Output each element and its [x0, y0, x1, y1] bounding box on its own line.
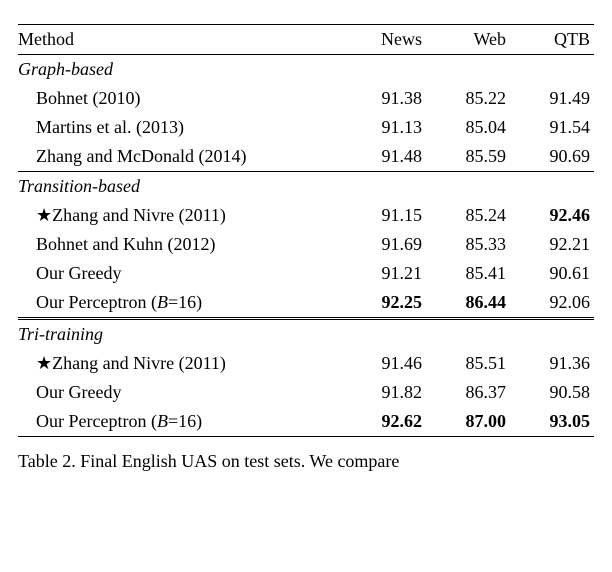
table-row: Our Greedy91.8286.3790.58 [18, 378, 594, 407]
news-cell: 91.38 [342, 84, 426, 113]
news-cell: 91.82 [342, 378, 426, 407]
table-caption-fragment: Table 2. Final English UAS on test sets.… [18, 437, 594, 472]
news-cell: 91.13 [342, 113, 426, 142]
news-cell: 91.46 [342, 349, 426, 378]
news-cell: 91.21 [342, 259, 426, 288]
table-body: Graph-basedBohnet (2010)91.3885.2291.49M… [18, 55, 594, 437]
section-label: Graph-based [18, 55, 594, 85]
qtb-cell: 92.21 [510, 230, 594, 259]
web-cell: 85.51 [426, 349, 510, 378]
news-cell: 91.15 [342, 201, 426, 230]
table-row: Zhang and McDonald (2014)91.4885.5990.69 [18, 142, 594, 172]
web-cell: 85.22 [426, 84, 510, 113]
qtb-cell: 93.05 [510, 407, 594, 437]
web-cell: 85.24 [426, 201, 510, 230]
table-row: ★Zhang and Nivre (2011)91.1585.2492.46 [18, 201, 594, 230]
qtb-cell: 90.69 [510, 142, 594, 172]
table-row: Our Perceptron (B=16)92.6287.0093.05 [18, 407, 594, 437]
method-cell: Bohnet and Kuhn (2012) [18, 230, 342, 259]
web-cell: 86.37 [426, 378, 510, 407]
method-cell: Bohnet (2010) [18, 84, 342, 113]
col-qtb: QTB [510, 25, 594, 55]
method-cell: Our Perceptron (B=16) [18, 288, 342, 319]
method-cell: ★Zhang and Nivre (2011) [18, 349, 342, 378]
col-web: Web [426, 25, 510, 55]
web-cell: 85.59 [426, 142, 510, 172]
table-row: ★Zhang and Nivre (2011)91.4685.5191.36 [18, 349, 594, 378]
method-cell: Our Greedy [18, 259, 342, 288]
caption-text: Table 2. Final English UAS on test sets.… [18, 451, 399, 471]
method-cell: Our Greedy [18, 378, 342, 407]
section-label: Transition-based [18, 172, 594, 202]
method-cell: ★Zhang and Nivre (2011) [18, 201, 342, 230]
qtb-cell: 92.06 [510, 288, 594, 319]
results-table: Method News Web QTB Graph-basedBohnet (2… [18, 24, 594, 437]
web-cell: 86.44 [426, 288, 510, 319]
method-cell: Zhang and McDonald (2014) [18, 142, 342, 172]
table-row: Bohnet (2010)91.3885.2291.49 [18, 84, 594, 113]
table-row: Martins et al. (2013)91.1385.0491.54 [18, 113, 594, 142]
qtb-cell: 90.61 [510, 259, 594, 288]
qtb-cell: 90.58 [510, 378, 594, 407]
qtb-cell: 92.46 [510, 201, 594, 230]
web-cell: 85.33 [426, 230, 510, 259]
col-method: Method [18, 25, 342, 55]
qtb-cell: 91.36 [510, 349, 594, 378]
web-cell: 85.04 [426, 113, 510, 142]
web-cell: 85.41 [426, 259, 510, 288]
table-row: Bohnet and Kuhn (2012)91.6985.3392.21 [18, 230, 594, 259]
news-cell: 91.48 [342, 142, 426, 172]
news-cell: 92.25 [342, 288, 426, 319]
news-cell: 91.69 [342, 230, 426, 259]
method-cell: Our Perceptron (B=16) [18, 407, 342, 437]
qtb-cell: 91.54 [510, 113, 594, 142]
web-cell: 87.00 [426, 407, 510, 437]
table-row: Our Greedy91.2185.4190.61 [18, 259, 594, 288]
qtb-cell: 91.49 [510, 84, 594, 113]
table-row: Our Perceptron (B=16)92.2586.4492.06 [18, 288, 594, 319]
col-news: News [342, 25, 426, 55]
news-cell: 92.62 [342, 407, 426, 437]
section-label: Tri-training [18, 319, 594, 350]
method-cell: Martins et al. (2013) [18, 113, 342, 142]
